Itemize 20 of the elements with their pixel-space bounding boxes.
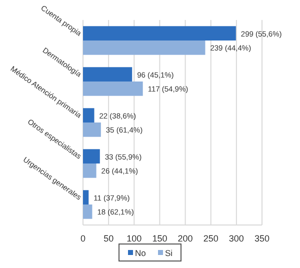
bar	[83, 108, 94, 122]
bar	[83, 122, 101, 137]
bar	[83, 204, 92, 219]
legend-label: No	[135, 248, 146, 258]
x-tick-label: 50	[104, 233, 114, 244]
bar	[83, 149, 100, 164]
bar	[83, 26, 236, 40]
bar	[83, 164, 96, 178]
x-tick-label: 350	[254, 233, 270, 244]
legend-label: Si	[165, 248, 173, 258]
bar	[83, 40, 206, 55]
x-tick-label: 300	[228, 233, 244, 244]
bar	[83, 82, 143, 96]
bar	[83, 190, 89, 204]
x-tick-label: 200	[178, 233, 193, 244]
x-tick-label: 150	[152, 233, 168, 244]
x-tick-label: 100	[126, 233, 142, 244]
x-tick-label: 0	[80, 233, 86, 244]
x-tick-label: 250	[203, 233, 218, 244]
bar	[83, 67, 132, 82]
